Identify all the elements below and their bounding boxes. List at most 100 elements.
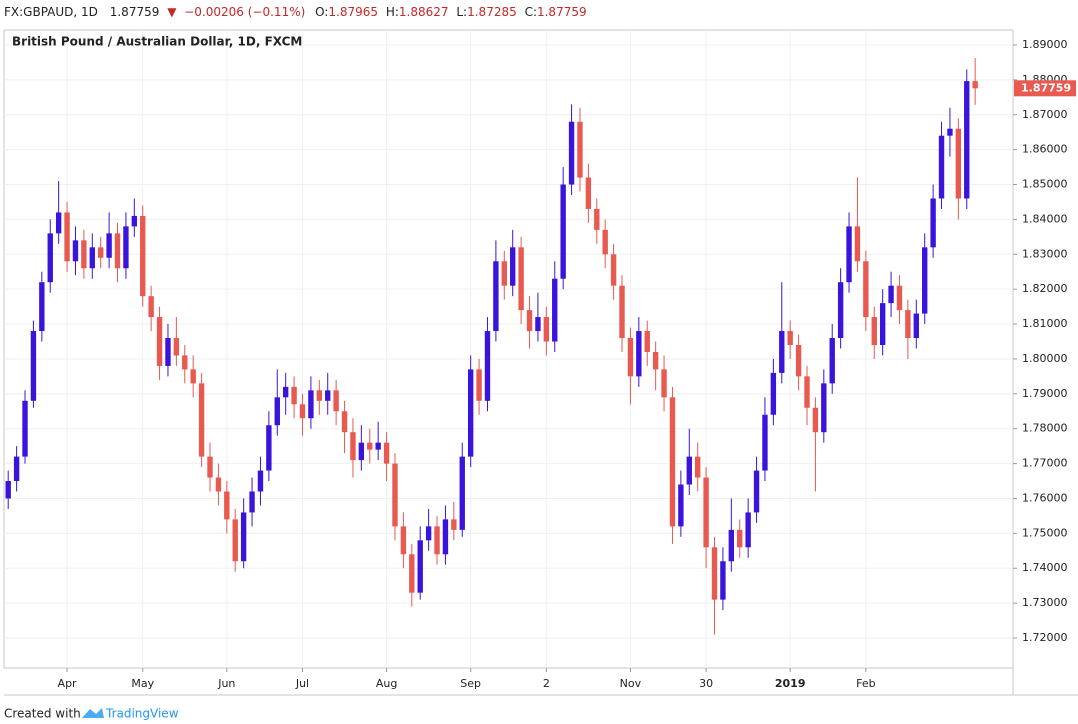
x-tick-label: May: [131, 677, 154, 690]
symbol: FX:GBPAUD, 1D: [4, 5, 98, 19]
candle-body: [484, 331, 491, 401]
candle-body: [930, 198, 936, 248]
candle-body: [249, 491, 255, 513]
candle-body: [64, 212, 70, 262]
brand-icon: [82, 708, 104, 718]
grid: [4, 30, 1013, 668]
candles: [5, 58, 978, 635]
candle-body: [98, 247, 104, 258]
candle-body: [728, 529, 735, 562]
candle-body: [602, 229, 608, 255]
candle-body: [198, 383, 205, 457]
candle-body: [215, 477, 222, 492]
candle-body: [501, 261, 507, 286]
y-tick-label: 1.73000: [1022, 596, 1068, 609]
y-tick-label: 1.87000: [1022, 108, 1068, 121]
candle-body: [442, 519, 449, 555]
candle-body: [938, 135, 945, 199]
candle-body: [434, 526, 440, 555]
x-tick-label: Feb: [856, 677, 875, 690]
candle-body: [182, 355, 188, 370]
open-label: O:: [315, 5, 328, 19]
candle-body: [711, 547, 718, 600]
candle-body: [560, 184, 566, 279]
candle-body: [417, 540, 423, 593]
candle-body: [308, 390, 314, 419]
candle-body: [829, 338, 835, 384]
x-tick-label: Nov: [620, 677, 642, 690]
candle-body: [745, 512, 751, 548]
candle-body: [686, 456, 692, 485]
open-value: 1.87965: [328, 5, 378, 19]
candle-body: [131, 215, 138, 227]
candle-body: [694, 456, 701, 478]
candle-body: [922, 247, 928, 314]
candle-body: [232, 519, 238, 562]
candle-body: [947, 128, 953, 136]
candle-body: [30, 331, 37, 401]
candle-body: [543, 317, 550, 342]
candle-body: [282, 386, 289, 398]
candle-body: [156, 317, 163, 366]
candle-body: [358, 442, 365, 461]
candle-body: [224, 491, 230, 520]
candle-body: [409, 554, 415, 593]
candle-body: [905, 310, 911, 339]
x-tick-label: Apr: [58, 677, 78, 690]
candle-body: [804, 376, 810, 408]
candle-body: [779, 331, 785, 373]
y-tick-label: 1.79000: [1022, 387, 1068, 400]
candle-body: [627, 338, 634, 377]
candle-body: [190, 369, 196, 384]
candle-body: [770, 372, 777, 415]
y-tick-label: 1.72000: [1022, 631, 1068, 644]
candle-body: [669, 397, 676, 527]
candle-body: [552, 278, 558, 342]
candle-body: [291, 386, 297, 405]
candle-body: [753, 470, 760, 513]
candle-body: [425, 526, 432, 541]
candle-body: [846, 226, 852, 283]
candle-body: [257, 470, 264, 492]
candle-body: [140, 215, 146, 297]
candle-body: [535, 317, 541, 332]
candle-body: [89, 247, 95, 269]
y-tick-label: 1.86000: [1022, 143, 1068, 156]
last-price-label: 1.87759: [1021, 81, 1071, 94]
candle-body: [787, 331, 793, 345]
candle-body: [106, 233, 112, 258]
candle-body: [661, 369, 667, 398]
x-tick-label: 2: [543, 677, 550, 690]
footer-brand[interactable]: TradingView: [105, 707, 179, 721]
candle-body: [55, 212, 62, 234]
y-tick-label: 1.76000: [1022, 491, 1068, 504]
candle-body: [837, 282, 844, 339]
x-tick-label: 30: [699, 677, 713, 690]
y-tick-label: 1.80000: [1022, 352, 1068, 365]
candle-body: [451, 519, 457, 530]
x-tick-label: Jun: [217, 677, 235, 690]
candle-body: [863, 261, 869, 318]
y-tick-label: 1.83000: [1022, 247, 1068, 260]
change: −0.00206 (−0.11%): [184, 5, 305, 19]
candle-body: [39, 282, 45, 332]
y-tick-label: 1.77000: [1022, 457, 1068, 470]
footer-text: Created with: [4, 707, 81, 721]
candle-body: [47, 233, 53, 283]
candle-body: [594, 208, 600, 230]
candle-body: [207, 456, 213, 478]
x-tick-label: Jul: [295, 677, 309, 690]
candle-body: [13, 456, 20, 482]
x-tick-label: 2019: [775, 677, 806, 690]
candle-body: [22, 400, 28, 457]
candle-body: [888, 285, 894, 304]
header: FX:GBPAUD, 1D 1.87759 ▼ −0.00206 (−0.11%…: [4, 5, 587, 19]
candle-body: [123, 226, 129, 269]
candle-body: [896, 285, 903, 311]
candle-body: [720, 561, 726, 600]
candle-body: [518, 247, 524, 311]
low-label: L:: [456, 5, 467, 19]
y-tick-label: 1.89000: [1022, 38, 1068, 51]
candle-body: [610, 254, 617, 286]
